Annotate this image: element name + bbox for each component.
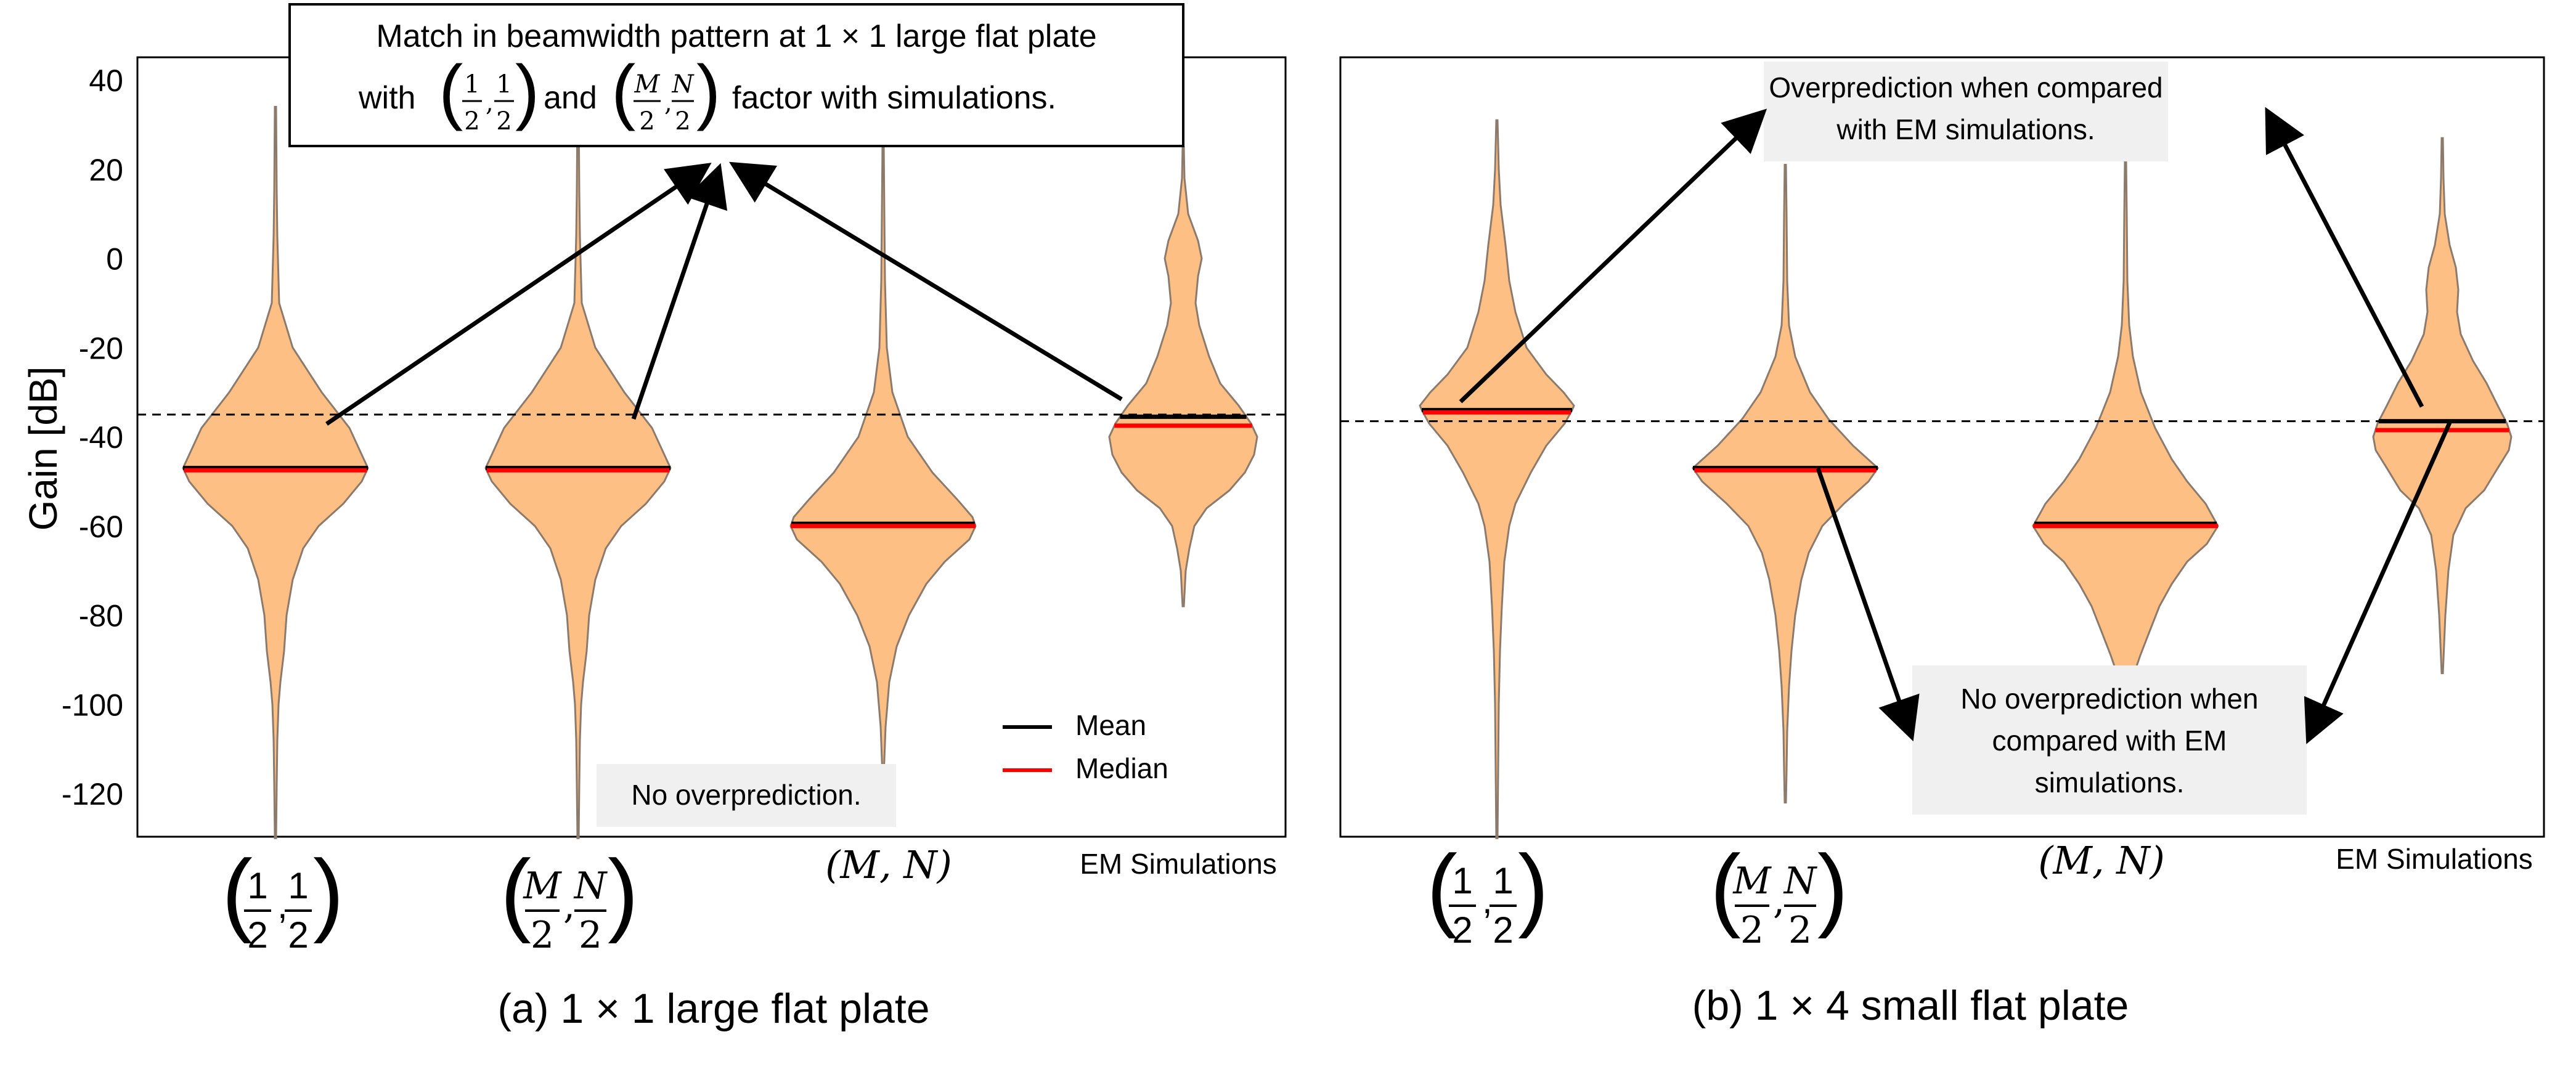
annotation-match-line2: with ( 1 2 , 1 2 ) and ( M 2 , N 2 ) fac… [358,51,1056,136]
violin-4 [2372,137,2513,675]
y-tick-label: -60 [79,510,123,544]
svg-text:2: 2 [1493,909,1513,951]
svg-text:(: ( [439,51,463,132]
violin-3 [789,141,977,777]
x-tick-label-b-4: EM Simulations [2336,843,2533,875]
y-ticks-panel-a: 40 20 0 -20 -40 -60 -80 -100 -120 [62,63,123,811]
annotation-no-overprediction-box [597,764,896,827]
x-tick-label-a-4: EM Simulations [1080,848,1277,880]
annotation-match-box [288,3,1184,147]
svg-text:N: N [1783,860,1818,903]
svg-text:factor with simulations.: factor with simulations. [732,80,1056,116]
y-tick-label: 0 [106,242,123,277]
svg-text:2: 2 [464,107,479,136]
y-tick-label: -40 [79,420,123,455]
x-tick-label-a-2: ( M 2 , N 2 ) [500,840,638,957]
svg-text:,: , [486,89,494,117]
annotation-no-overprediction-em-line2: compared with EM [1992,725,2227,757]
svg-text:1: 1 [288,865,308,906]
arrows-panel-b [1459,107,2452,744]
svg-text:M: M [523,864,562,908]
svg-text:N: N [573,864,608,908]
arrows-panel-a [325,161,1123,426]
svg-text:2: 2 [1788,909,1812,952]
svg-text:with: with [358,80,415,116]
annotation-overprediction-line1: Overprediction when compared [1769,71,2162,104]
svg-text:1: 1 [1452,860,1472,901]
svg-text:2: 2 [531,914,554,957]
svg-text:,: , [563,884,575,927]
y-tick-label: 40 [89,63,123,98]
svg-text:,: , [277,885,288,926]
svg-text:1: 1 [496,70,512,99]
violin-3 [2032,159,2219,675]
svg-text:): ) [313,840,344,944]
svg-text:): ) [696,51,720,132]
svg-text:2: 2 [675,107,690,136]
svg-text:2: 2 [288,914,308,956]
violins-panel-a [182,105,1258,839]
annotation-no-overprediction-em-line3: simulations. [2035,766,2185,799]
svg-text:and: and [544,80,597,116]
svg-text:2: 2 [1452,909,1472,951]
annotation-no-overprediction-em-box [1912,665,2307,815]
legend: Mean Median [1003,709,1168,784]
svg-text:(: ( [500,840,531,944]
svg-text:N: N [672,70,695,99]
svg-text:1: 1 [1493,860,1513,901]
legend-median-label: Median [1075,752,1168,784]
svg-text:): ) [515,51,539,132]
annotation-overprediction-line2: with EM simulations. [1836,113,2095,145]
legend-mean-label: Mean [1075,709,1146,741]
svg-text:): ) [1518,835,1549,939]
x-tick-label-a-1: ( 1 2 , 1 2 ) [222,840,344,956]
svg-text:(: ( [222,840,253,944]
annotation-no-overprediction: No overprediction. [631,779,861,811]
y-tick-label: -20 [79,331,123,365]
panel-b-frame [1339,56,2545,838]
y-axis-label: Gain [dB] [21,367,65,531]
svg-text:,: , [1482,880,1493,921]
y-tick-label: 20 [89,153,123,187]
svg-text:2: 2 [1740,909,1764,952]
violin-2 [484,105,672,839]
caption-a: (a) 1 × 1 large flat plate [497,985,929,1032]
y-tick-label: -80 [79,599,123,633]
svg-text:(: ( [611,51,635,132]
svg-text:(: ( [1427,835,1457,939]
svg-text:M: M [634,70,661,99]
violin-1 [182,105,369,839]
svg-text:2: 2 [496,107,512,136]
caption-b: (b) 1 × 4 small flat plate [1692,982,2129,1029]
svg-text:(: ( [1710,835,1741,939]
annotation-match-line1: Match in beamwidth pattern at 1 × 1 larg… [376,18,1096,54]
svg-text:1: 1 [247,865,267,906]
y-tick-label: -120 [62,777,123,811]
svg-text:2: 2 [247,914,267,956]
violin-1 [1419,119,1575,839]
y-tick-label: -100 [62,688,123,722]
svg-text:2: 2 [639,107,654,136]
violin-4 [1108,146,1258,608]
svg-text:): ) [608,840,638,944]
svg-text:1: 1 [464,70,479,99]
x-tick-label-a-3: (M, N) [825,842,952,887]
x-tick-label-b-2: ( M 2 , N 2 ) [1710,835,1848,952]
x-tick-label-b-3: (M, N) [2038,838,2165,883]
annotation-overprediction-box [1764,62,2168,161]
svg-text:,: , [664,89,672,117]
violins-panel-b [1419,119,2513,839]
x-tick-label-b-1: ( 1 2 , 1 2 ) [1427,835,1549,951]
svg-text:M: M [1732,860,1772,903]
annotation-no-overprediction-em-line1: No overprediction when [1960,683,2258,715]
svg-text:,: , [1773,879,1785,922]
violin-2 [1692,164,1879,803]
svg-text:2: 2 [579,914,602,957]
svg-text:): ) [1817,835,1848,939]
